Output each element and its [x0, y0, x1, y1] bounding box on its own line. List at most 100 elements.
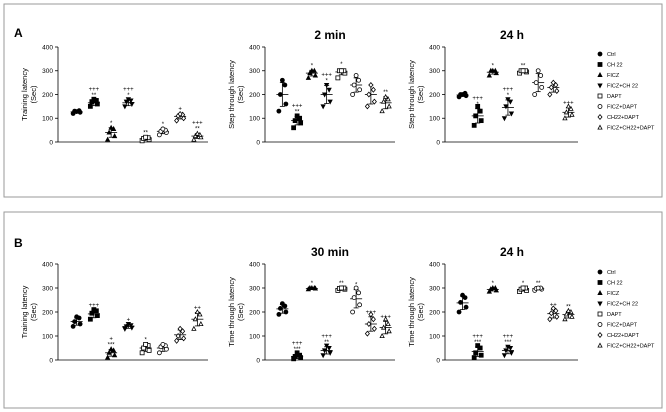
- group-ficz-ch22-dapt: ++: [191, 305, 204, 331]
- data-point: [323, 343, 330, 349]
- significance-marker: *: [144, 338, 147, 344]
- data-point: [320, 353, 326, 359]
- significance-marker: +++: [472, 334, 483, 340]
- significance-marker: *: [110, 121, 113, 127]
- data-point: [563, 109, 570, 115]
- y-tick-label: 0: [256, 139, 260, 146]
- data-point: [533, 80, 539, 86]
- data-point: [70, 323, 76, 329]
- data-point: [456, 309, 462, 315]
- y-axis-label: Step through latency: [407, 60, 416, 129]
- data-point: [493, 287, 499, 293]
- data-point: [111, 352, 118, 358]
- data-point: [520, 68, 526, 74]
- y-axis-unit: (Sec): [236, 85, 245, 103]
- data-point: [128, 323, 134, 329]
- significance-marker: **: [324, 340, 329, 346]
- data-point: [326, 345, 332, 352]
- y-tick-label: 200: [42, 92, 53, 99]
- data-point: [366, 320, 372, 328]
- group-dapt: *: [139, 338, 152, 356]
- significance-marker: +++: [292, 103, 303, 109]
- chart-title: 2 min: [314, 28, 345, 42]
- data-point: [478, 118, 484, 124]
- data-point: [477, 108, 483, 114]
- legend-entry: FICZ: [607, 291, 620, 297]
- significance-marker: *: [355, 283, 358, 289]
- data-point: [385, 96, 391, 102]
- legend-entry: CH 22: [607, 63, 623, 69]
- data-point: [323, 83, 330, 89]
- y-tick-label: 300: [42, 285, 53, 292]
- legend-entry: Ctrl: [607, 52, 616, 58]
- data-point: [535, 285, 541, 291]
- group-ficz-ch22-dapt: **: [562, 304, 575, 322]
- data-point: [123, 99, 130, 105]
- data-point: [277, 92, 283, 97]
- y-axis-label: Training latency: [20, 68, 29, 121]
- data-point: [197, 311, 203, 317]
- data-point: [312, 72, 319, 78]
- data-point: [379, 332, 385, 339]
- significance-marker: ***: [294, 347, 302, 353]
- data-point: [294, 113, 300, 119]
- data-point: [74, 109, 80, 114]
- data-point: [370, 86, 376, 93]
- data-point: [475, 103, 481, 109]
- data-point: [327, 99, 333, 105]
- legend-marker: [597, 113, 603, 121]
- data-point: [351, 82, 357, 88]
- significance-marker: **: [566, 304, 571, 310]
- y-tick-label: 100: [249, 116, 260, 123]
- significance-marker: +++: [503, 87, 514, 93]
- data-point: [327, 350, 333, 356]
- group-ctrl: [70, 314, 83, 329]
- data-point: [307, 70, 313, 76]
- significance-marker: +++: [563, 101, 574, 107]
- data-point: [458, 299, 463, 305]
- significance-marker: **: [383, 90, 388, 96]
- significance-marker: +++: [89, 87, 100, 93]
- data-point: [192, 316, 199, 322]
- data-point: [194, 308, 201, 315]
- data-point: [547, 91, 553, 98]
- legend-entry: DAPT: [607, 94, 622, 100]
- y-tick-label: 200: [249, 92, 260, 99]
- y-tick-label: 100: [42, 333, 53, 340]
- data-point: [382, 93, 389, 99]
- group-ficz-dapt: *: [350, 283, 363, 315]
- data-point: [478, 352, 484, 358]
- legend-entry: Ctrl: [607, 270, 616, 276]
- data-point: [351, 295, 357, 301]
- y-tick-label: 0: [49, 139, 53, 146]
- group-ctrl: [456, 292, 469, 315]
- data-point: [520, 285, 526, 291]
- data-point: [181, 335, 187, 342]
- data-point: [297, 352, 303, 358]
- significance-marker: *: [492, 281, 495, 287]
- significance-marker: ++: [194, 305, 202, 311]
- data-point: [532, 92, 538, 97]
- y-tick-label: 300: [249, 68, 260, 75]
- data-point: [565, 103, 572, 109]
- chart-title: 24 h: [500, 245, 524, 259]
- significance-marker: **: [295, 109, 300, 115]
- data-point: [554, 313, 560, 320]
- group-ficz-ch22-dapt: +++: [379, 314, 392, 339]
- data-point: [335, 75, 341, 81]
- data-point: [473, 113, 479, 119]
- data-point: [108, 346, 114, 352]
- significance-marker: +: [109, 336, 113, 342]
- data-point: [283, 101, 289, 107]
- y-tick-label: 100: [429, 116, 440, 123]
- significance-marker: **: [143, 130, 148, 136]
- group-ficz-dapt: [350, 73, 363, 97]
- group-ficz: *: [486, 63, 499, 78]
- data-point: [357, 302, 363, 308]
- y-tick-label: 300: [429, 68, 440, 75]
- legend-entry: FICZ+CH 22: [607, 84, 638, 90]
- legend-marker: [597, 289, 603, 296]
- significance-marker: +: [127, 317, 131, 323]
- group-ficz-ch-22: +: [122, 317, 135, 332]
